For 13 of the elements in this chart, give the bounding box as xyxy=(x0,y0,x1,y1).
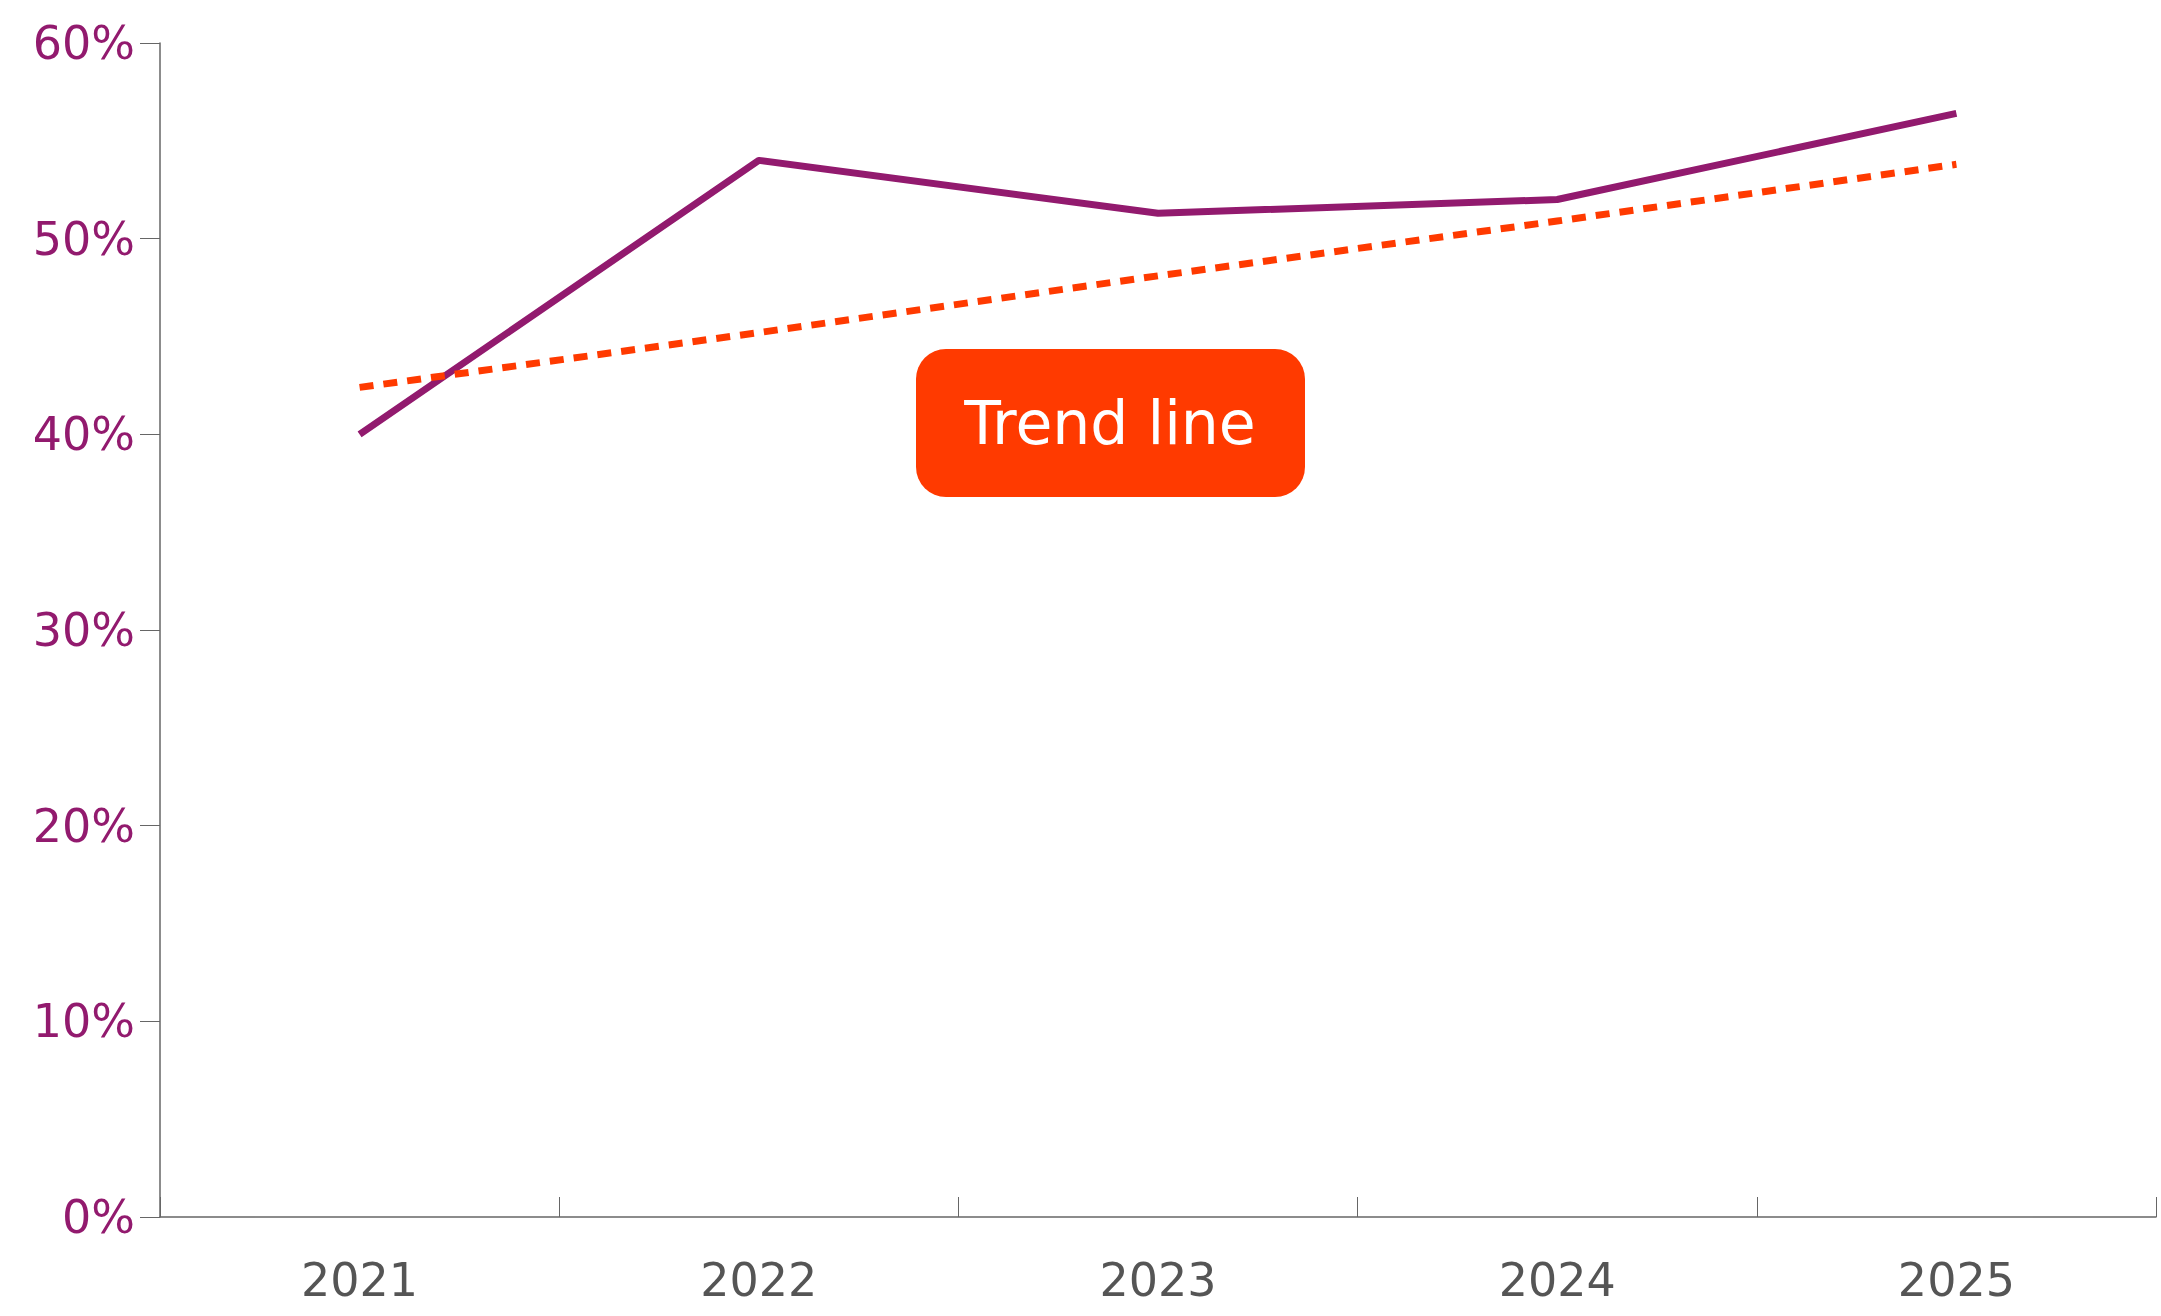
y-tick-label: 60% xyxy=(32,16,135,70)
y-tick-label: 40% xyxy=(32,407,135,462)
y-tick-label: 50% xyxy=(32,211,135,266)
x-tick-label: 2022 xyxy=(700,1253,818,1307)
y-tick-label: 20% xyxy=(32,798,135,853)
annotation: Trend line xyxy=(963,388,1256,458)
x-tick-label: 2021 xyxy=(301,1253,419,1307)
x-tick-label: 2024 xyxy=(1498,1253,1616,1307)
y-tick-label: 10% xyxy=(32,994,135,1049)
x-tick-label: 2025 xyxy=(1897,1253,2015,1307)
y-tick-label: 0% xyxy=(62,1190,135,1244)
y-tick-label: 30% xyxy=(32,603,135,657)
x-tick-label: 2023 xyxy=(1099,1253,1217,1307)
